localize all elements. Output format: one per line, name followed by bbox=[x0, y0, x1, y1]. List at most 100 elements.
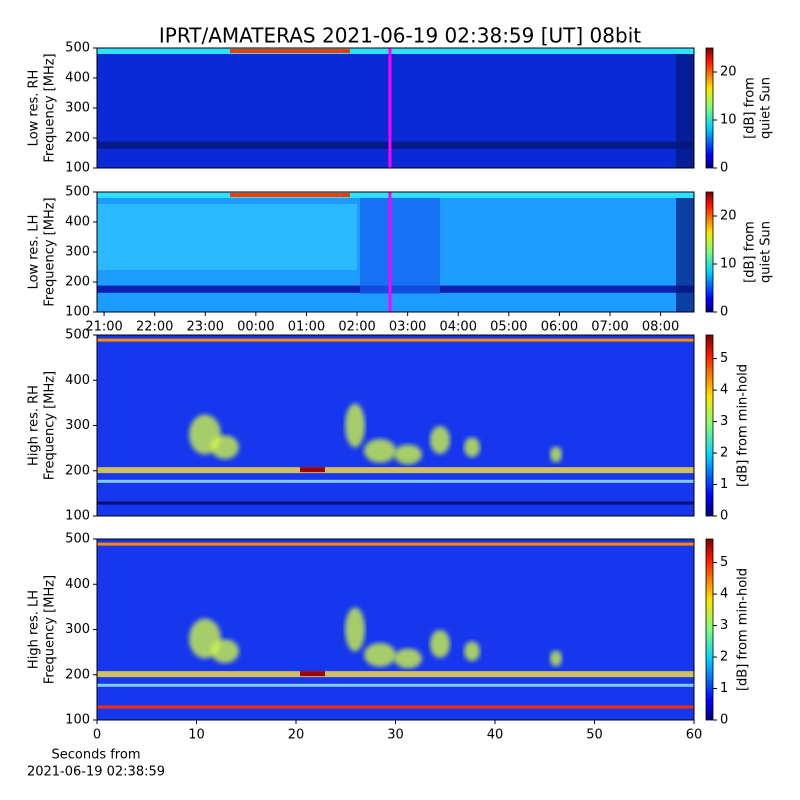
colorbar-tick-label: 3 bbox=[720, 618, 728, 633]
colorbar-tick-label: 10 bbox=[720, 113, 737, 128]
y-axis-label: Frequency [MHz] bbox=[43, 371, 58, 480]
x-tick-label: 10 bbox=[188, 728, 205, 743]
x-tick-label: 20 bbox=[288, 728, 305, 743]
x-tick-label: 40 bbox=[487, 728, 504, 743]
burst bbox=[211, 435, 239, 460]
band bbox=[300, 671, 325, 677]
band bbox=[300, 467, 325, 473]
colorbar-label: [dB] from bbox=[743, 77, 758, 139]
x-tick-label: 06:00 bbox=[541, 320, 578, 335]
y-axis-label: Low res. LH bbox=[27, 215, 42, 290]
colorbar bbox=[705, 334, 714, 517]
burst bbox=[464, 437, 480, 458]
band bbox=[97, 48, 694, 54]
y-axis-label: Low res. RH bbox=[27, 70, 42, 147]
y-tick-label: 500 bbox=[65, 41, 90, 56]
x-axis-label: Seconds from bbox=[51, 748, 140, 763]
burst bbox=[345, 607, 365, 652]
y-tick-label: 100 bbox=[65, 509, 90, 524]
band bbox=[97, 204, 357, 270]
colorbar bbox=[705, 191, 714, 313]
colorbar-label: [dB] from bbox=[743, 221, 758, 283]
burst bbox=[430, 629, 450, 658]
time-marker bbox=[388, 48, 392, 168]
x-tick-label: 04:00 bbox=[440, 320, 477, 335]
band bbox=[97, 671, 694, 678]
y-tick-label: 100 bbox=[65, 305, 90, 320]
band bbox=[97, 192, 694, 198]
spectrogram bbox=[97, 48, 694, 168]
colorbar-label: [dB] from min-hold bbox=[736, 364, 751, 487]
x-axis-label: 2021-06-19 02:38:59 bbox=[27, 765, 165, 780]
colorbar-tick-label: 4 bbox=[720, 383, 728, 398]
spectrogram-texture bbox=[97, 542, 694, 709]
x-tick-label: 30 bbox=[387, 728, 404, 743]
x-tick-label: 03:00 bbox=[389, 320, 426, 335]
colorbar-label: [dB] from min-hold bbox=[736, 568, 751, 691]
x-tick-label: 08:00 bbox=[642, 320, 679, 335]
burst bbox=[364, 438, 396, 463]
y-axis-label: Frequency [MHz] bbox=[43, 197, 58, 306]
y-tick-label: 300 bbox=[65, 622, 90, 637]
colorbar bbox=[705, 47, 714, 169]
colorbar-tick-label: 1 bbox=[720, 477, 728, 492]
colorbar-tick-label: 20 bbox=[720, 65, 737, 80]
colorbar-tick-label: 5 bbox=[720, 351, 728, 366]
burst bbox=[430, 425, 450, 454]
spectrogram-texture bbox=[97, 338, 694, 505]
burst bbox=[550, 446, 562, 463]
spectrogram-texture bbox=[97, 48, 694, 168]
y-tick-label: 400 bbox=[65, 215, 90, 230]
x-tick-label: 0 bbox=[93, 728, 101, 743]
burst bbox=[211, 639, 239, 664]
colorbar-tick-label: 0 bbox=[720, 509, 728, 524]
band bbox=[97, 501, 694, 505]
band bbox=[360, 198, 440, 294]
colorbar-tick-label: 0 bbox=[720, 713, 728, 728]
y-tick-label: 100 bbox=[65, 161, 90, 176]
burst bbox=[364, 642, 396, 667]
y-tick-label: 200 bbox=[65, 275, 90, 290]
y-tick-label: 300 bbox=[65, 418, 90, 433]
spectrogram bbox=[97, 539, 694, 720]
y-tick-label: 400 bbox=[65, 577, 90, 592]
band bbox=[230, 49, 350, 53]
x-tick-label: 07:00 bbox=[591, 320, 628, 335]
x-tick-label: 50 bbox=[586, 728, 603, 743]
y-tick-label: 200 bbox=[65, 463, 90, 478]
burst bbox=[394, 648, 422, 669]
x-tick-label: 21:00 bbox=[85, 320, 122, 335]
colorbar bbox=[705, 538, 714, 721]
burst bbox=[394, 444, 422, 465]
band bbox=[97, 542, 694, 546]
time-marker bbox=[388, 192, 392, 312]
burst bbox=[345, 403, 365, 448]
x-tick-label: 01:00 bbox=[288, 320, 325, 335]
y-tick-label: 100 bbox=[65, 713, 90, 728]
y-tick-label: 300 bbox=[65, 245, 90, 260]
colorbar-tick-label: 3 bbox=[720, 414, 728, 429]
spectrogram bbox=[97, 335, 694, 516]
y-tick-label: 500 bbox=[65, 328, 90, 343]
y-tick-label: 500 bbox=[65, 532, 90, 547]
x-tick-label: 00:00 bbox=[237, 320, 274, 335]
burst bbox=[550, 650, 562, 667]
colorbar-tick-label: 4 bbox=[720, 587, 728, 602]
colorbar-tick-label: 5 bbox=[720, 555, 728, 570]
y-tick-label: 200 bbox=[65, 667, 90, 682]
colorbar-tick-label: 2 bbox=[720, 446, 728, 461]
spectrogram-texture bbox=[97, 192, 694, 312]
band bbox=[676, 198, 694, 312]
band bbox=[97, 479, 694, 483]
band bbox=[97, 338, 694, 342]
y-tick-label: 400 bbox=[65, 71, 90, 86]
band bbox=[97, 467, 694, 474]
band bbox=[676, 54, 694, 168]
colorbar-tick-label: 1 bbox=[720, 681, 728, 696]
colorbar-tick-label: 2 bbox=[720, 650, 728, 665]
burst bbox=[464, 641, 480, 662]
x-tick-label: 22:00 bbox=[136, 320, 173, 335]
y-tick-label: 200 bbox=[65, 131, 90, 146]
band bbox=[230, 193, 350, 197]
